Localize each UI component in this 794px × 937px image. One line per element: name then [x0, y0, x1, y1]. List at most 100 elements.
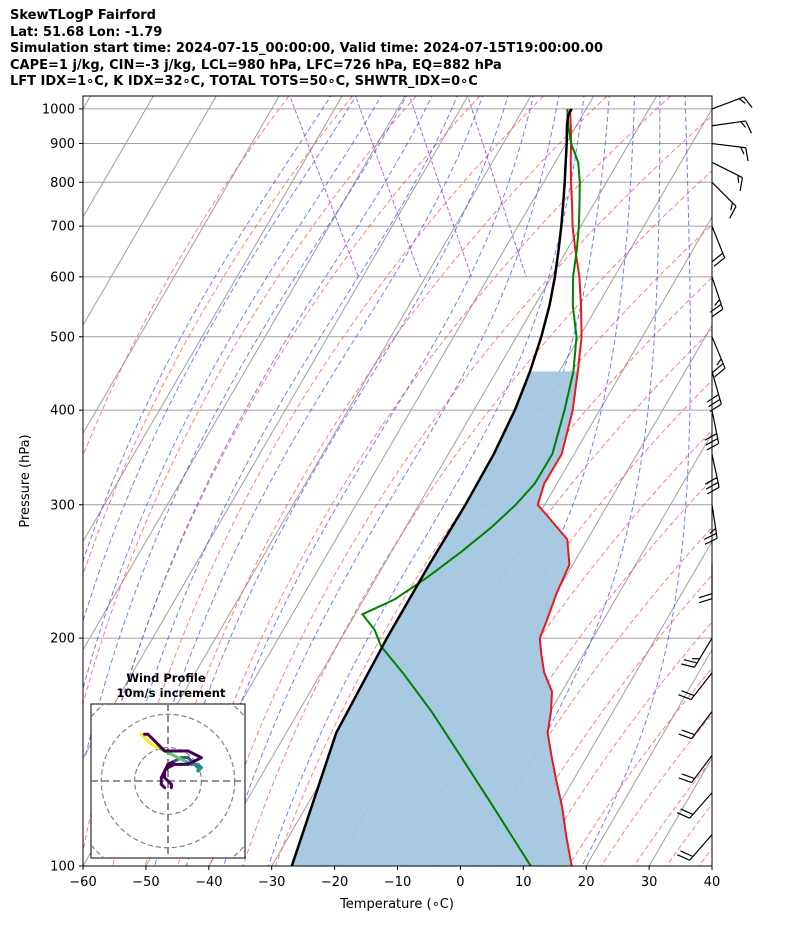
moist-adiabat [85, 96, 408, 756]
x-tick-label: −30 [258, 875, 285, 890]
moist-adiabat [100, 96, 433, 780]
moist-adiabat [223, 96, 560, 866]
moist-adiabat [267, 96, 585, 866]
x-axis-ticks: −60 −50 −40 −30 −20 −10 0 10 20 30 40 [69, 866, 720, 890]
hodograph-inset: Wind Profile 10m/s increment [90, 671, 246, 859]
moist-adiabat [134, 96, 484, 835]
wind-barb [711, 225, 726, 267]
wind-barb [703, 504, 718, 545]
x-tick-label: −60 [69, 875, 96, 890]
wind-barb [678, 672, 713, 701]
hodograph-title: Wind Profile [126, 671, 206, 685]
dry-adiabat [633, 758, 712, 866]
dry-adiabat [665, 803, 712, 866]
dry-adiabat [144, 96, 608, 866]
y-axis-ticks: 100 200 300 400 500 600 700 800 900 1000 [42, 102, 83, 875]
x-tick-label: −40 [195, 875, 222, 890]
isotherm [83, 96, 280, 435]
stability-indices-2: LFT IDX=1∘C, K IDX=32∘C, TOTAL TOTS=50∘C… [10, 74, 478, 89]
dry-adiabat [732, 96, 794, 866]
mixing-ratio-line [409, 96, 472, 278]
wind-barb [706, 371, 722, 413]
x-tick-label: −10 [384, 875, 411, 890]
moist-adiabat [116, 96, 458, 807]
y-tick-label: 200 [50, 632, 75, 647]
dry-adiabat [437, 478, 712, 866]
dry-adiabat [209, 114, 712, 866]
dry-adiabat [242, 170, 712, 866]
pressure-gridlines [83, 108, 712, 866]
dry-adiabat [405, 429, 712, 866]
moist-adiabat [83, 96, 382, 691]
wind-barb [711, 336, 726, 378]
cape-shading [291, 371, 578, 866]
isotherm [585, 648, 712, 866]
dry-adiabats [83, 96, 794, 866]
isotherm [522, 540, 712, 866]
parcel-path-line [290, 108, 573, 866]
moist-adiabat [185, 96, 534, 866]
dry-adiabat [600, 713, 712, 866]
isotherm [208, 96, 658, 866]
wind-barb [711, 161, 744, 192]
y-tick-label: 700 [50, 220, 75, 235]
wind-barb [711, 96, 753, 110]
x-tick-label: −20 [321, 875, 348, 890]
wind-barb [704, 453, 720, 495]
isotherm [711, 865, 712, 866]
wind-barb [676, 792, 713, 819]
x-tick-label: 10 [515, 875, 532, 890]
y-tick-label: 1000 [42, 102, 75, 117]
x-tick-label: 40 [704, 875, 721, 890]
y-tick-label: 900 [50, 137, 75, 152]
wind-barb [681, 637, 713, 668]
wind-barbs [676, 96, 753, 861]
y-axis-title: Pressure (hPa) [18, 434, 33, 527]
isotherm [83, 96, 217, 327]
dry-adiabat [568, 667, 712, 866]
mixing-ratio-line [289, 96, 359, 278]
moist-adiabat [154, 96, 509, 866]
x-tick-label: −50 [132, 875, 159, 890]
mixing-ratio-line [467, 96, 527, 278]
dry-adiabat [275, 224, 712, 866]
moist-adiabat [581, 96, 691, 866]
wind-barb [676, 834, 713, 861]
y-tick-label: 600 [50, 270, 75, 285]
y-tick-label: 400 [50, 404, 75, 419]
simulation-times: Simulation start time: 2024-07-15_00:00:… [10, 41, 603, 56]
y-tick-label: 100 [50, 860, 75, 875]
stability-indices-1: CAPE=1 j/kg, CIN=-3 j/kg, LCL=980 hPa, L… [10, 57, 502, 73]
dry-adiabat [83, 96, 481, 854]
temperature-line [536, 108, 583, 866]
wind-barb [711, 120, 752, 134]
dry-adiabat [698, 847, 712, 866]
dry-adiabat [83, 96, 290, 457]
wind-barb [678, 711, 713, 740]
dewpoint-line [360, 108, 581, 866]
station-coordinates: Lat: 51.68 Lon: -1.79 [10, 24, 163, 40]
wind-barb [698, 564, 713, 604]
isotherm [648, 756, 712, 866]
y-tick-label: 500 [50, 330, 75, 345]
wind-barb [704, 410, 720, 451]
station-title: SkewTLogP Fairford [10, 8, 156, 23]
x-tick-label: 0 [456, 875, 464, 890]
moist-adiabat [475, 96, 661, 866]
hodograph-subtitle: 10m/s increment [117, 686, 226, 700]
isotherm [83, 96, 406, 651]
dry-adiabat [470, 526, 712, 866]
isotherm [83, 96, 91, 110]
x-tick-label: 20 [578, 875, 595, 890]
moist-adiabat [83, 96, 332, 563]
x-tick-label: 30 [641, 875, 658, 890]
wind-barb [678, 755, 713, 784]
y-tick-label: 300 [50, 498, 75, 513]
dry-adiabat [177, 96, 671, 866]
wind-barb [709, 276, 724, 318]
y-tick-label: 800 [50, 176, 75, 191]
mixing-ratio-line [355, 96, 422, 278]
x-axis-title: Temperature (∘C) [339, 897, 454, 912]
wind-barb [711, 181, 737, 219]
wind-barb [711, 142, 749, 162]
